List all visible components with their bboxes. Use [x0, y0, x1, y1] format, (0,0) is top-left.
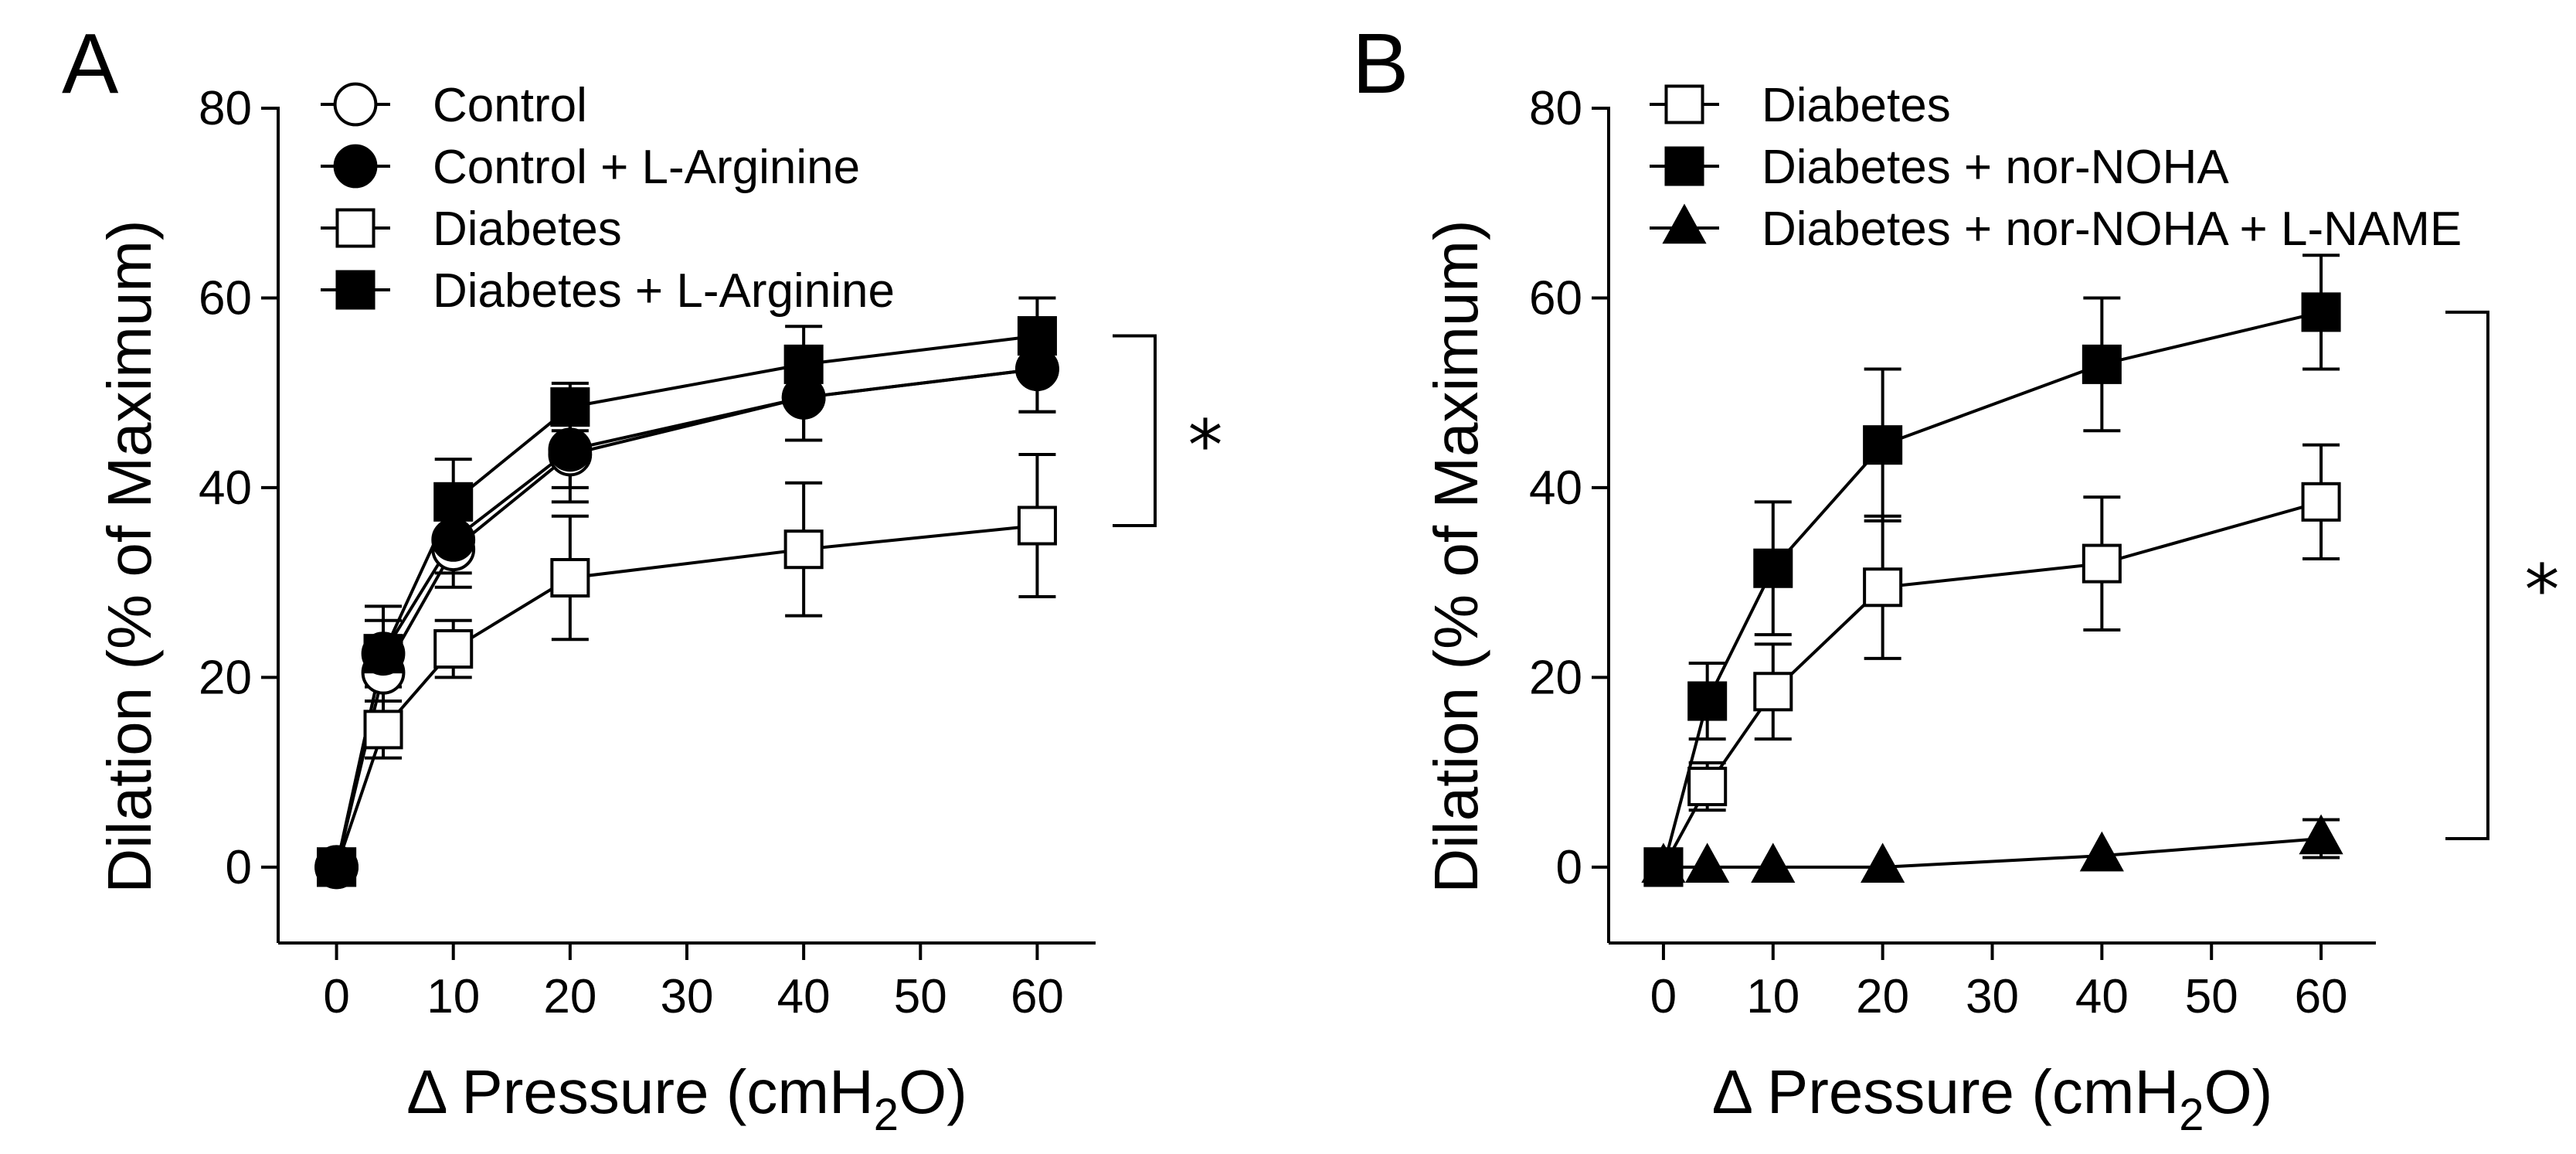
series-line [335, 334, 1038, 868]
legend-label: Diabetes [1762, 79, 1951, 132]
data-point [1687, 681, 1728, 721]
data-point [363, 710, 403, 750]
series-diabetes-l-arginine [335, 296, 1056, 868]
x-axis-label-part: O) [899, 1057, 967, 1126]
data-point [1753, 548, 1793, 588]
data-point [1863, 425, 1903, 465]
y-tick-label: 60 [1529, 271, 1582, 325]
data-point [783, 344, 824, 384]
data-point [1017, 506, 1057, 546]
panel-label: A [62, 16, 119, 111]
data-point [550, 557, 590, 598]
y-tick-label: 80 [1529, 82, 1582, 135]
x-tick-label: 40 [777, 970, 831, 1023]
x-tick-label: 60 [2295, 970, 2348, 1023]
x-tick-label: 60 [1011, 970, 1064, 1023]
data-point [1751, 843, 1796, 883]
data-point [1863, 567, 1903, 608]
data-point [548, 427, 593, 472]
series-line [335, 524, 1038, 868]
series-diabetes [1662, 443, 2340, 868]
series-control-l-arginine [335, 325, 1056, 868]
x-tick-label: 10 [427, 970, 480, 1023]
legend-label: Diabetes + nor-NOHA [1762, 141, 2229, 194]
x-axis-label-subscript: 2 [874, 1090, 899, 1140]
legend-label: Diabetes + L-Arginine [433, 264, 895, 318]
x-tick-label: 50 [2185, 970, 2238, 1023]
significance-bracket [2445, 310, 2489, 840]
y-tick-label: 20 [199, 651, 252, 704]
x-axis-label: Δ Pressure (cmH2O) [1712, 1057, 2273, 1140]
series-line [335, 367, 1038, 868]
panel-A: A 0 20 40 60 80 0 10 20 30 40 50 60 Dilation (% of Ma… [62, 16, 1223, 1140]
x-tick-label: 0 [323, 970, 349, 1023]
legend-marker [1664, 84, 1704, 124]
series-line [1661, 310, 2322, 868]
y-tick-label: 20 [1529, 651, 1582, 704]
x-axis-label-subscript: 2 [2179, 1090, 2204, 1140]
legend-label: Diabetes [433, 203, 622, 256]
data-point [317, 847, 357, 887]
data-point [431, 518, 476, 562]
data-point [550, 387, 590, 427]
x-axis-label-part: Δ Pressure (cmH [1712, 1057, 2180, 1126]
legend-marker [333, 82, 378, 127]
data-point [2082, 543, 2122, 584]
y-tick-label: 40 [199, 461, 252, 515]
x-axis-label-part: Δ Pressure (cmH [406, 1057, 874, 1126]
significance-bracket [1113, 334, 1157, 527]
y-axis-label: Dilation (% of Maximum) [1422, 220, 1490, 893]
data-point [2301, 292, 2341, 332]
x-tick-label: 30 [1966, 970, 2019, 1023]
x-axis-label-part: O) [2204, 1057, 2273, 1126]
data-point [433, 629, 474, 669]
x-tick-label: 0 [1650, 970, 1677, 1023]
data-point [2082, 344, 2122, 384]
x-axis-label: Δ Pressure (cmH2O) [406, 1057, 967, 1140]
x-tick-label: 10 [1746, 970, 1799, 1023]
x-tick-label: 50 [894, 970, 947, 1023]
data-point [2079, 831, 2124, 872]
data-point [2299, 814, 2343, 855]
legend-marker [1664, 146, 1704, 186]
y-tick-label: 80 [199, 82, 252, 135]
data-point [1685, 843, 1730, 883]
significance-star: * [1188, 405, 1223, 486]
series-line [335, 367, 1038, 868]
legend-label: Diabetes + nor-NOHA + L-NAME [1762, 203, 2462, 256]
data-point [363, 634, 403, 674]
data-point [1687, 766, 1728, 807]
panel-label: B [1352, 16, 1409, 111]
x-tick-label: 40 [2075, 970, 2129, 1023]
data-point [1753, 672, 1793, 712]
y-tick-label: 60 [199, 271, 252, 325]
legend-label: Control [433, 79, 587, 132]
legend-label: Control + L-Arginine [433, 141, 860, 194]
legend-marker [1662, 203, 1707, 244]
legend-marker [335, 208, 376, 248]
data-point [433, 482, 474, 522]
x-tick-label: 30 [661, 970, 714, 1023]
data-point [1861, 843, 1905, 883]
x-tick-label: 20 [1856, 970, 1909, 1023]
y-tick-label: 0 [226, 841, 252, 894]
y-tick-label: 40 [1529, 461, 1582, 515]
y-tick-label: 0 [1556, 841, 1582, 894]
series-control [335, 325, 1056, 868]
panel-B: B 0 20 40 60 80 0 10 20 30 40 50 60 Dilation (% of Ma… [1352, 16, 2560, 1140]
legend-marker [335, 270, 376, 310]
legend-marker [333, 144, 378, 189]
data-point [783, 529, 824, 570]
y-axis-label: Dilation (% of Maximum) [95, 220, 164, 893]
data-point [1017, 316, 1057, 356]
data-point [2301, 482, 2341, 522]
significance-star: * [2525, 550, 2560, 631]
x-tick-label: 20 [543, 970, 596, 1023]
data-point [1641, 843, 1686, 883]
